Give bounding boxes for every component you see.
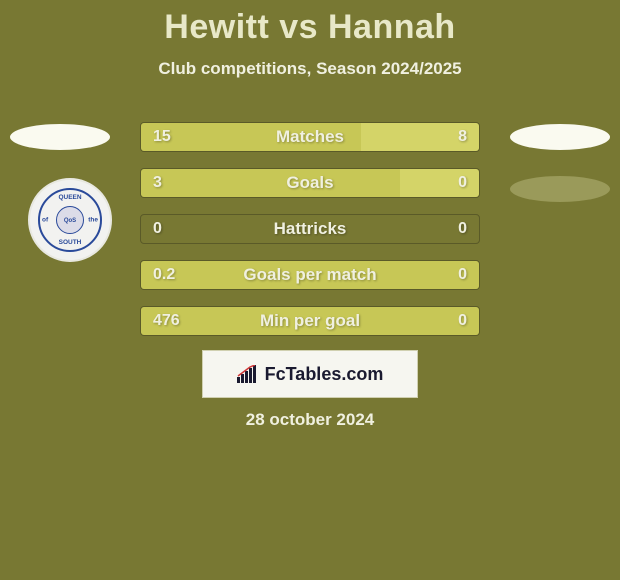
stat-label: Matches (141, 123, 479, 151)
stat-row: 158Matches (140, 122, 480, 152)
stat-row: 0.20Goals per match (140, 260, 480, 290)
date-label: 28 october 2024 (0, 410, 620, 430)
page-subtitle: Club competitions, Season 2024/2025 (0, 59, 620, 79)
stat-row: 00Hattricks (140, 214, 480, 244)
stat-label: Hattricks (141, 215, 479, 243)
stat-label: Goals (141, 169, 479, 197)
stat-row: 30Goals (140, 168, 480, 198)
crest-text-top: QUEEN (58, 194, 81, 201)
player-right-placeholder-1 (510, 124, 610, 150)
crest-text-bottom: SOUTH (59, 239, 82, 246)
page-title: Hewitt vs Hannah (0, 0, 620, 47)
bar-chart-icon (237, 365, 259, 383)
stat-label: Goals per match (141, 261, 479, 289)
player-left-placeholder (10, 124, 110, 150)
brand-box: FcTables.com (202, 350, 418, 398)
club-crest: QUEEN SOUTH of the QoS (28, 178, 112, 262)
stat-row: 4760Min per goal (140, 306, 480, 336)
stat-label: Min per goal (141, 307, 479, 335)
crest-center: QoS (56, 206, 84, 234)
brand-text: FcTables.com (265, 364, 384, 385)
crest-text-left: of (42, 217, 48, 224)
player-right-placeholder-2 (510, 176, 610, 202)
comparison-bars: 158Matches 30Goals 00Hattricks 0.20Goals pe… (140, 122, 480, 352)
club-crest-inner: QUEEN SOUTH of the QoS (38, 188, 102, 252)
crest-text-right: the (88, 217, 98, 224)
